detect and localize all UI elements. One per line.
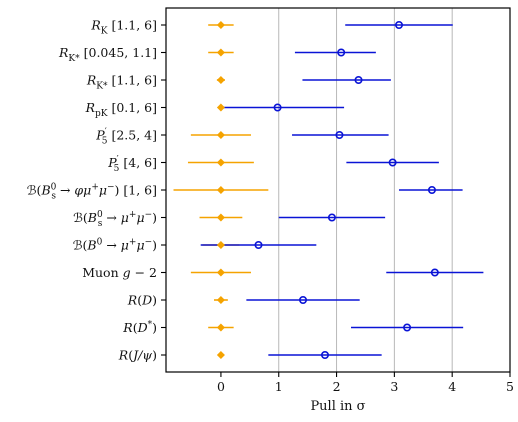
- measurement-marker: [320, 350, 329, 359]
- measurement-marker: [388, 158, 397, 167]
- x-tick-label: 3: [390, 379, 398, 394]
- y-category-label: R(D*): [122, 320, 157, 335]
- reference-marker: [216, 130, 225, 140]
- y-category-label: R(D): [127, 293, 157, 308]
- reference-marker: [216, 350, 225, 360]
- x-tick-label: 5: [506, 379, 514, 394]
- measurement-marker: [327, 213, 336, 222]
- measurement-marker: [354, 76, 363, 85]
- y-category-label: RK [1.1, 6]: [90, 18, 157, 37]
- reference-marker: [216, 323, 225, 332]
- y-category-label: ℬ(B0 s → μ+μ−): [73, 210, 157, 229]
- y-category-label: RK* [1.1, 6]: [86, 73, 157, 92]
- measurement-marker: [430, 268, 439, 277]
- reference-marker: [216, 75, 225, 85]
- y-category-label: Muon g − 2: [82, 265, 157, 280]
- measurement-marker: [299, 295, 308, 304]
- measurement-marker: [335, 131, 344, 140]
- reference-marker: [216, 103, 225, 112]
- reference-marker: [216, 295, 225, 305]
- measurement-marker: [403, 323, 412, 332]
- reference-marker: [216, 268, 225, 277]
- measurement-marker: [427, 186, 436, 195]
- reference-marker: [216, 185, 225, 195]
- reference-marker: [216, 20, 225, 30]
- y-axis-ticks: RK [1.1, 6] RK* [0.045, 1.1] RK* [1.1, 6] R…: [27, 18, 166, 363]
- measurement-marker: [273, 103, 282, 112]
- y-category-label: ℬ(B0 s → φμ+μ−) [1, 6]: [27, 183, 157, 202]
- measurement-marker: [394, 20, 403, 29]
- x-axis-ticks: 0 1 2 3 4 5: [217, 372, 514, 394]
- y-category-label: P′ 5 [4, 6]: [107, 155, 157, 174]
- x-tick-label: 4: [448, 379, 456, 394]
- marker-layer: [216, 20, 439, 360]
- y-category-label: R(J/ψ): [118, 348, 157, 363]
- x-tick-label: 2: [333, 379, 341, 394]
- y-category-label: ℬ(B0 → μ+μ−): [73, 238, 157, 253]
- measurement-marker: [337, 48, 346, 57]
- reference-marker: [216, 48, 225, 57]
- measurement-marker: [254, 241, 263, 250]
- y-category-label: RpK [0.1, 6]: [85, 100, 157, 119]
- x-tick-label: 1: [275, 379, 283, 394]
- reference-marker: [216, 213, 225, 222]
- x-axis-title: Pull in σ: [310, 399, 365, 414]
- y-category-label: RK* [0.045, 1.1]: [58, 45, 157, 64]
- x-tick-label: 0: [217, 379, 225, 394]
- reference-marker: [216, 158, 225, 167]
- reference-marker: [216, 240, 225, 250]
- y-category-label: P′ 5 [2.5, 4]: [95, 128, 157, 147]
